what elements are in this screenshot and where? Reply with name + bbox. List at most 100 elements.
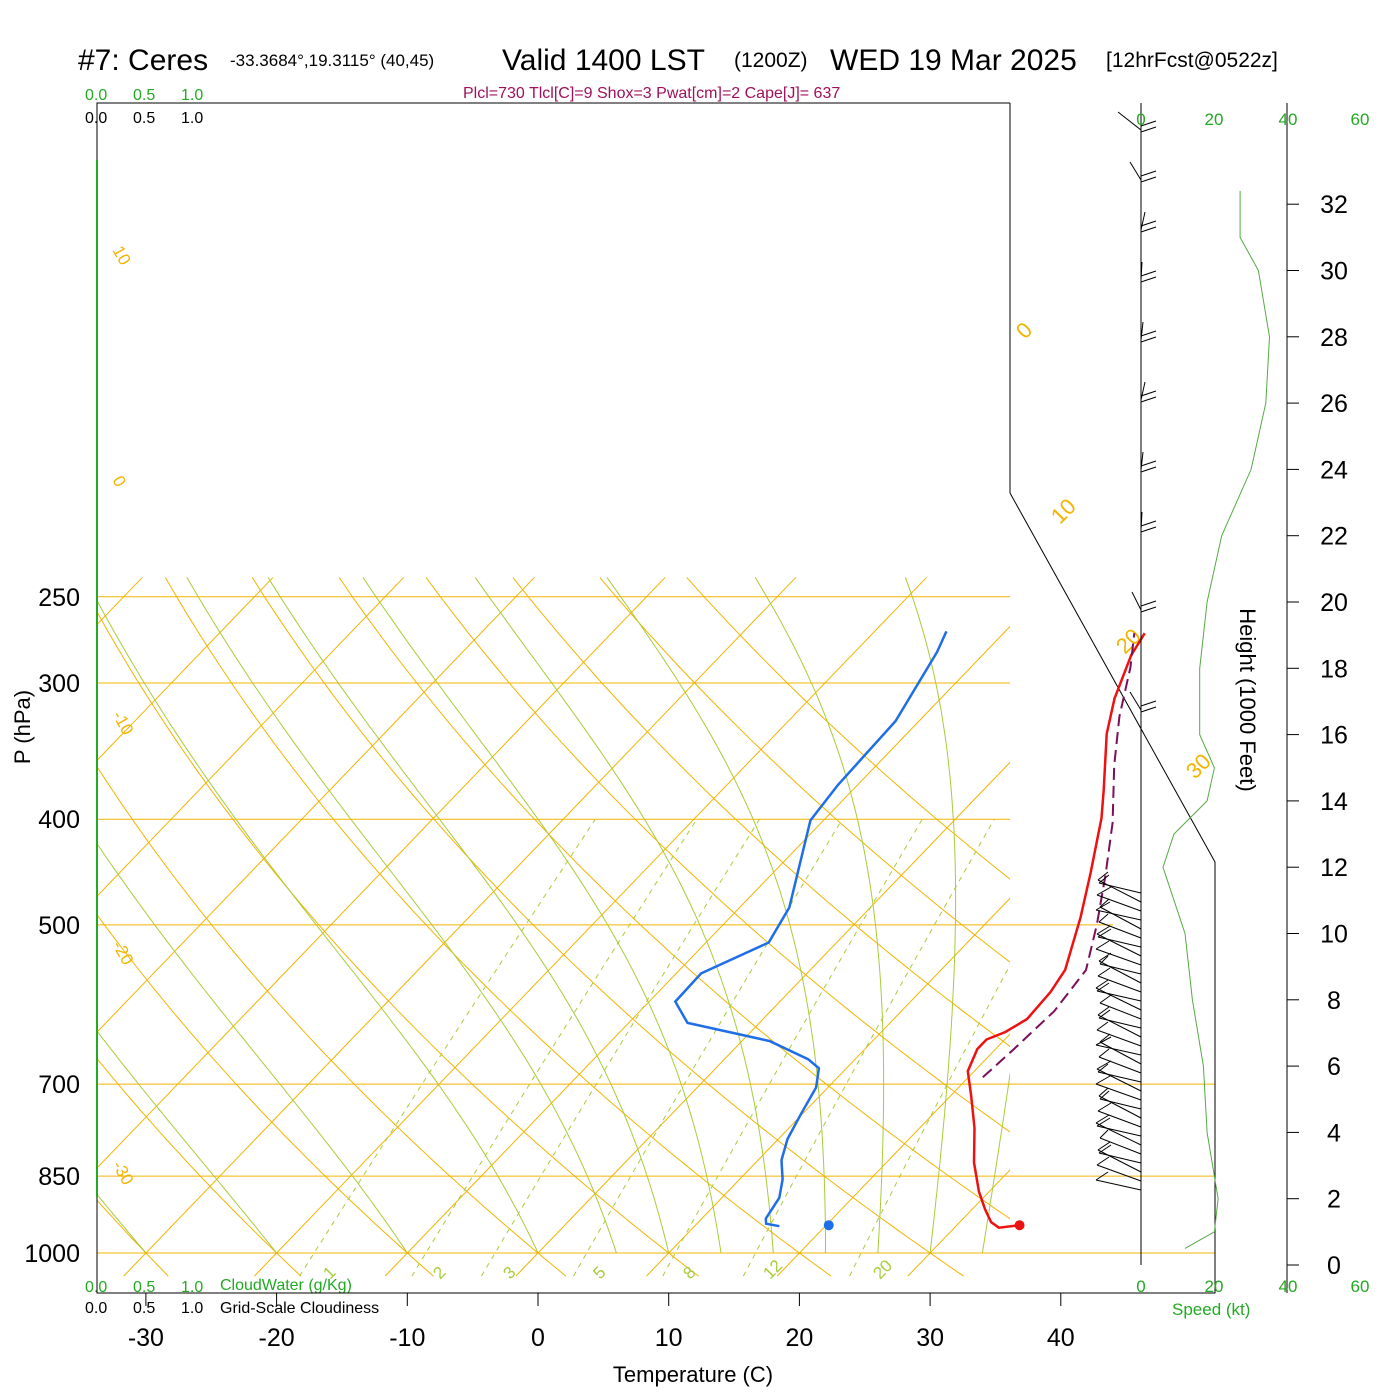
x-tick-label: -10 — [389, 1324, 425, 1352]
wind-barb-flag — [1097, 967, 1111, 977]
wind-barb-flag — [1097, 1006, 1110, 1016]
wind-barb — [1097, 1110, 1142, 1128]
wind-barb-flag — [1140, 706, 1157, 713]
pressure-tick-label: 1000 — [24, 1240, 80, 1268]
wind-barb-flag — [1098, 1009, 1111, 1019]
moist-adiabat-label: 3 — [499, 1263, 519, 1283]
wind-barb-flag — [1140, 176, 1157, 183]
wind-barb — [1097, 975, 1142, 993]
valid-time: Valid 1400 LST — [502, 44, 705, 77]
wind-barb — [1097, 879, 1142, 903]
mixing-ratio-line — [299, 818, 596, 1277]
wind-barb-flag — [1098, 913, 1109, 923]
wind-barb — [1129, 691, 1142, 711]
wind-barb — [1098, 1152, 1142, 1164]
wind-barb — [1096, 1164, 1142, 1182]
height-tick-label: 4 — [1327, 1119, 1341, 1147]
dry-adiabat-line — [97, 765, 567, 1277]
height-tick-label: 20 — [1320, 589, 1348, 617]
forecast-label: [12hrFcst@0522z] — [1106, 49, 1278, 72]
wind-speed-profile — [1162, 190, 1271, 1249]
isotherm-line — [97, 577, 274, 762]
wind-barb-flag — [1096, 1156, 1110, 1166]
wind-barb — [1095, 909, 1142, 921]
dry-adiabat-label: -20 — [109, 938, 138, 969]
cloud-scale-top-black-0: 0.0 — [85, 110, 107, 127]
wind-barb-flag — [1098, 874, 1110, 884]
wind-barb — [1095, 1179, 1142, 1191]
height-tick-label: 24 — [1320, 456, 1348, 484]
moist-adiabats — [97, 577, 1010, 1254]
wind-barb — [1140, 511, 1143, 531]
isotherm-line — [97, 577, 666, 1169]
wind-barb-flag — [1140, 220, 1157, 227]
wind-barb-flag — [1140, 330, 1157, 337]
parcel-profile — [982, 633, 1136, 1079]
dry-adiabat-line — [164, 577, 832, 1277]
wind-barb-flag — [1095, 1075, 1111, 1085]
x-tick-label: 20 — [785, 1324, 813, 1352]
station-coords: -33.3684°,19.3115° (40,45) — [230, 51, 434, 70]
moist-adiabat-line — [97, 599, 539, 1254]
wind-barb — [1131, 591, 1142, 611]
profiles — [673, 630, 1146, 1231]
moist-adiabat-line — [474, 577, 774, 1254]
valid-date: WED 19 Mar 2025 — [830, 44, 1077, 77]
moist-adiabat-line — [97, 842, 408, 1254]
wind-speed-tick-top: 20 — [1205, 110, 1224, 129]
dewpoint-profile — [673, 630, 948, 1228]
x-axis-label: Temperature (C) — [613, 1362, 773, 1387]
wind-barb-flag — [1098, 1048, 1110, 1058]
wind-barb — [1098, 960, 1142, 984]
wind-barb-flag — [1097, 1102, 1112, 1112]
mixing-ratio-lines — [299, 818, 1010, 1277]
wind-barb-flag — [1099, 1033, 1111, 1043]
pressure-tick-label: 250 — [38, 584, 80, 612]
wind-barb — [1099, 1002, 1142, 1020]
wind-barb — [1098, 882, 1142, 894]
moist-adiabat-label: 2 — [429, 1263, 449, 1283]
wind-barb — [1097, 1014, 1142, 1038]
wind-barb — [1095, 1044, 1142, 1056]
wind-barb — [1098, 1095, 1142, 1119]
wind-barb-flag — [1140, 396, 1157, 403]
wind-barb-flag — [1095, 1114, 1110, 1124]
wind-barb — [1140, 381, 1146, 401]
moist-adiabat-label: 8 — [679, 1263, 699, 1283]
wind-speed-tick-bottom: 0 — [1136, 1277, 1145, 1296]
wind-barb-flag — [1095, 1036, 1112, 1046]
wind-barb-flag — [1096, 925, 1111, 935]
x-tick-label: 10 — [655, 1324, 683, 1352]
wind-barb-flag — [1140, 390, 1157, 397]
height-axis-label: Height (1000 Feet) — [1235, 608, 1260, 791]
wind-barb-flag — [1099, 1090, 1110, 1100]
wind-barb — [1095, 987, 1142, 1011]
wind-barb-flag — [1099, 898, 1110, 908]
mixing-ratio-line — [849, 964, 1010, 1277]
zulu-time: (1200Z) — [734, 49, 808, 72]
cloud-scale-top-black-1: 0.5 — [133, 110, 155, 127]
cloud-scale-bottom-black-0: 0.0 — [85, 1300, 107, 1317]
wind-speed-tick-top: 60 — [1351, 110, 1370, 129]
cloud-scale-bottom-black-2: 1.0 — [181, 1300, 203, 1317]
wind-speed-tick-bottom: 60 — [1351, 1277, 1370, 1296]
x-tick-label: 30 — [916, 1324, 944, 1352]
height-tick-label: 32 — [1320, 191, 1348, 219]
isotherm-line — [254, 577, 927, 1277]
x-tick-label: 40 — [1047, 1324, 1075, 1352]
dry-adiabat-line — [512, 577, 1010, 1048]
wind-barb-flag — [1095, 1171, 1109, 1181]
height-tick-label: 2 — [1327, 1186, 1341, 1214]
wind-barb — [1098, 1056, 1142, 1074]
dry-adiabat-label: 0 — [109, 473, 130, 491]
height-tick-label: 28 — [1320, 324, 1348, 352]
isotherm-line — [515, 761, 1010, 1277]
cloud-scale-top-green-1: 0.5 — [133, 87, 155, 104]
wind-barb-flag — [1098, 952, 1112, 962]
wind-barb-flag — [1096, 886, 1112, 896]
moist-adiabat-line — [97, 1030, 277, 1254]
wind-barb — [1129, 161, 1142, 181]
x-tick-label: 0 — [531, 1324, 545, 1352]
